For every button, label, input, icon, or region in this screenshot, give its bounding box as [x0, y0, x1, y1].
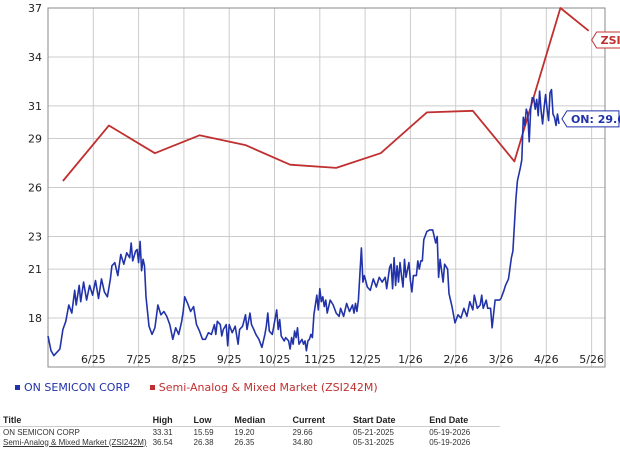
row-cell: 05-31-2025	[353, 437, 394, 447]
legend-item-on: ON SEMICON CORP	[15, 381, 130, 394]
x-tick-label: 5/26	[579, 353, 604, 366]
y-tick-label: 37	[28, 2, 42, 15]
row-cell: 05-19-2026	[429, 427, 471, 437]
y-tick-label: 18	[28, 312, 42, 325]
x-tick-label: 4/26	[534, 353, 559, 366]
y-tick-label: 31	[28, 100, 42, 113]
header-start-date: Start Date	[350, 414, 427, 427]
series-end-label-on: ON: 29.66	[571, 113, 620, 126]
chart-legend: ON SEMICON CORP Semi-Analog & Mixed Mark…	[15, 381, 378, 394]
row-title-on: ON SEMICON CORP	[3, 427, 80, 437]
series-end-label-box-on	[561, 110, 620, 128]
header-median: Median	[231, 414, 290, 427]
x-tick-label: 11/25	[304, 353, 336, 366]
legend-label-on: ON SEMICON CORP	[24, 381, 130, 394]
table-row: ON SEMICON CORP 33.31 15.59 19.20 29.66 …	[0, 427, 500, 438]
row-cell: 05-19-2026	[429, 437, 471, 447]
row-cell: 19.20	[234, 427, 255, 437]
series-line-on	[47, 88, 560, 357]
y-tick-label: 21	[28, 263, 42, 276]
row-cell: 26.35	[234, 437, 255, 447]
row-cell: 15.59	[193, 427, 214, 437]
header-end-date: End Date	[426, 414, 500, 427]
row-cell: 29.66	[292, 427, 313, 437]
series-line-zsi242m	[62, 7, 590, 182]
row-cell: 33.31	[152, 427, 173, 437]
legend-swatch-on	[15, 385, 20, 390]
x-tick-label: 2/26	[443, 353, 468, 366]
y-tick-label: 23	[28, 230, 42, 243]
row-cell: 36.54	[152, 437, 173, 447]
legend-item-zsi: Semi-Analog & Mixed Market (ZSI242M)	[149, 381, 378, 394]
line-chart: ZSI242M: 34.8ON: 29.66 1821232629313437 …	[28, 2, 620, 368]
legend-swatch-zsi	[149, 385, 155, 390]
x-tick-label: 3/26	[489, 353, 514, 366]
series-end-label-zsi242m: ZSI242M: 34.8	[601, 34, 620, 47]
header-current: Current	[289, 414, 351, 427]
header-title: Title	[0, 414, 150, 427]
x-tick-label: 12/25	[349, 353, 381, 366]
header-high: High	[149, 414, 191, 427]
row-cell: 26.38	[193, 437, 214, 447]
x-tick-label: 9/25	[217, 353, 242, 366]
x-tick-label: 1/26	[398, 353, 423, 366]
x-tick-label: 10/25	[259, 353, 291, 366]
row-title-zsi[interactable]: Semi-Analog & Mixed Market (ZSI242M)	[3, 437, 147, 447]
y-tick-label: 34	[28, 51, 42, 64]
stats-header-row: Title High Low Median Current Start Date…	[0, 414, 500, 427]
x-tick-label: 7/25	[126, 353, 151, 366]
stats-table: Title High Low Median Current Start Date…	[0, 414, 500, 447]
y-tick-label: 29	[28, 133, 42, 146]
table-row: Semi-Analog & Mixed Market (ZSI242M) 36.…	[0, 437, 500, 447]
header-low: Low	[190, 414, 232, 427]
x-tick-label: 8/25	[172, 353, 197, 366]
x-tick-label: 6/25	[81, 353, 106, 366]
y-tick-label: 26	[28, 182, 42, 195]
series-end-label-box-zsi242m	[591, 31, 620, 49]
legend-label-zsi: Semi-Analog & Mixed Market (ZSI242M)	[158, 381, 378, 394]
row-cell: 34.80	[292, 437, 313, 447]
row-cell: 05-21-2025	[353, 427, 394, 437]
